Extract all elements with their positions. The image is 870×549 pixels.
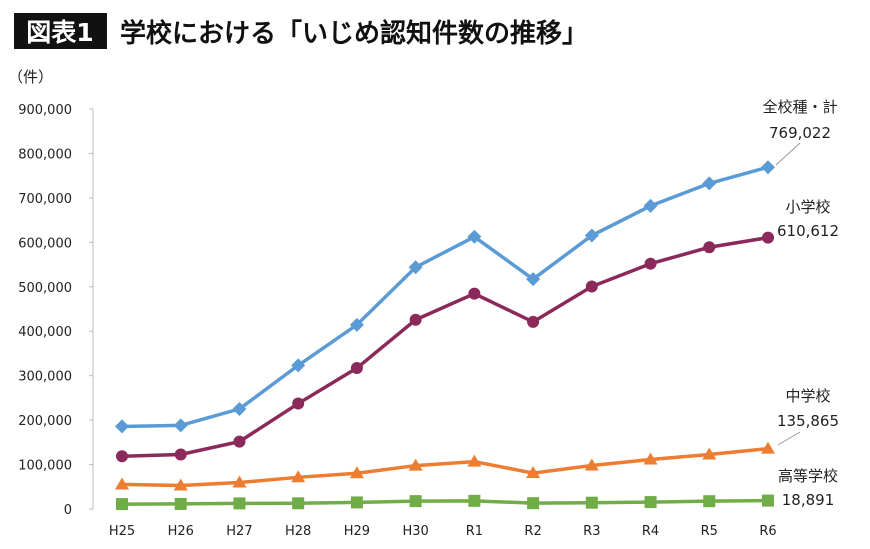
data-point [115, 419, 129, 434]
data-point [643, 452, 658, 465]
title-badge-bg [14, 13, 107, 49]
data-point [762, 494, 774, 507]
series-name-label: 中学校 [785, 387, 830, 405]
data-point [468, 287, 481, 300]
x-tick-label: H27 [226, 524, 252, 539]
data-point [350, 362, 363, 375]
leader-line [777, 431, 801, 446]
y-tick-label: 500,000 [18, 281, 72, 296]
series-name-label: 高等学校 [778, 467, 838, 485]
x-tick-label: R5 [701, 524, 718, 539]
x-tick-label: R1 [466, 524, 483, 539]
x-tick-label: H25 [109, 524, 135, 539]
data-point [174, 448, 187, 461]
x-tick-label: R2 [524, 524, 541, 539]
y-tick-label: 0 [64, 503, 72, 518]
data-point [526, 466, 541, 479]
series-name-label: 小学校 [785, 198, 830, 216]
y-axis-label: （件） [8, 68, 53, 86]
data-point [526, 272, 541, 287]
data-point [174, 497, 187, 510]
series-3 [116, 494, 774, 511]
data-point [116, 450, 128, 463]
leader-line [775, 142, 801, 166]
data-point [761, 160, 775, 175]
data-point [292, 397, 305, 410]
data-point [468, 494, 481, 507]
y-tick-label: 200,000 [18, 414, 72, 429]
y-tick-label: 900,000 [18, 103, 72, 118]
data-point [702, 447, 717, 460]
data-point [350, 496, 363, 509]
y-tick-label: 100,000 [18, 459, 72, 474]
data-point [643, 198, 658, 213]
chart-title: 学校における「いじめ認知件数の推移」 [120, 18, 588, 49]
data-point [292, 497, 305, 510]
data-point [408, 260, 423, 275]
data-point [291, 470, 306, 483]
data-point [173, 478, 188, 491]
data-point [409, 313, 422, 326]
data-point [762, 231, 774, 244]
series-line [121, 446, 769, 488]
data-point [584, 228, 599, 243]
data-point [467, 229, 482, 244]
x-tick-label: H29 [344, 524, 370, 539]
series-line [121, 235, 769, 458]
data-point [703, 495, 716, 508]
data-point [584, 458, 599, 471]
data-point [527, 497, 540, 510]
data-point [349, 317, 364, 332]
y-tick-label: 800,000 [18, 147, 72, 162]
data-point [233, 497, 246, 510]
data-point [585, 280, 598, 293]
series-1 [116, 231, 774, 463]
data-point [233, 435, 246, 448]
series-end-value-label: 18,891 [782, 491, 835, 509]
data-point [408, 458, 423, 471]
x-tick-label: R4 [642, 524, 659, 539]
x-tick-label: R6 [759, 524, 776, 539]
y-tick-label: 400,000 [18, 325, 72, 340]
data-point [232, 401, 247, 416]
y-tick-label: 600,000 [18, 236, 72, 251]
data-point [115, 477, 129, 490]
series-end-value-label: 610,612 [777, 222, 839, 240]
series-end-value-label: 135,865 [777, 412, 839, 430]
data-point [409, 495, 422, 508]
data-point [116, 498, 128, 511]
series-end-value-label: 769,022 [769, 124, 831, 142]
y-tick-label: 300,000 [18, 370, 72, 385]
data-point [644, 257, 657, 270]
y-tick-label: 700,000 [18, 192, 72, 207]
data-point [173, 418, 188, 433]
x-tick-label: H26 [168, 524, 194, 539]
x-tick-label: H28 [285, 524, 311, 539]
data-point [291, 358, 306, 373]
data-point [702, 176, 717, 191]
series-0 [115, 160, 775, 434]
data-point [349, 466, 364, 479]
x-tick-label: H30 [402, 524, 428, 539]
data-point [527, 315, 540, 328]
x-tick-label: R3 [583, 524, 600, 539]
series-line [121, 498, 769, 506]
title-badge: 図表1 [26, 18, 93, 47]
data-point [232, 475, 247, 488]
data-point [585, 496, 598, 509]
data-point [761, 441, 775, 454]
data-point [703, 241, 716, 254]
series-line [121, 165, 769, 429]
data-point [644, 496, 657, 509]
data-point [467, 454, 482, 467]
series-2 [115, 441, 775, 491]
series-name-label: 全校種・計 [762, 98, 837, 116]
